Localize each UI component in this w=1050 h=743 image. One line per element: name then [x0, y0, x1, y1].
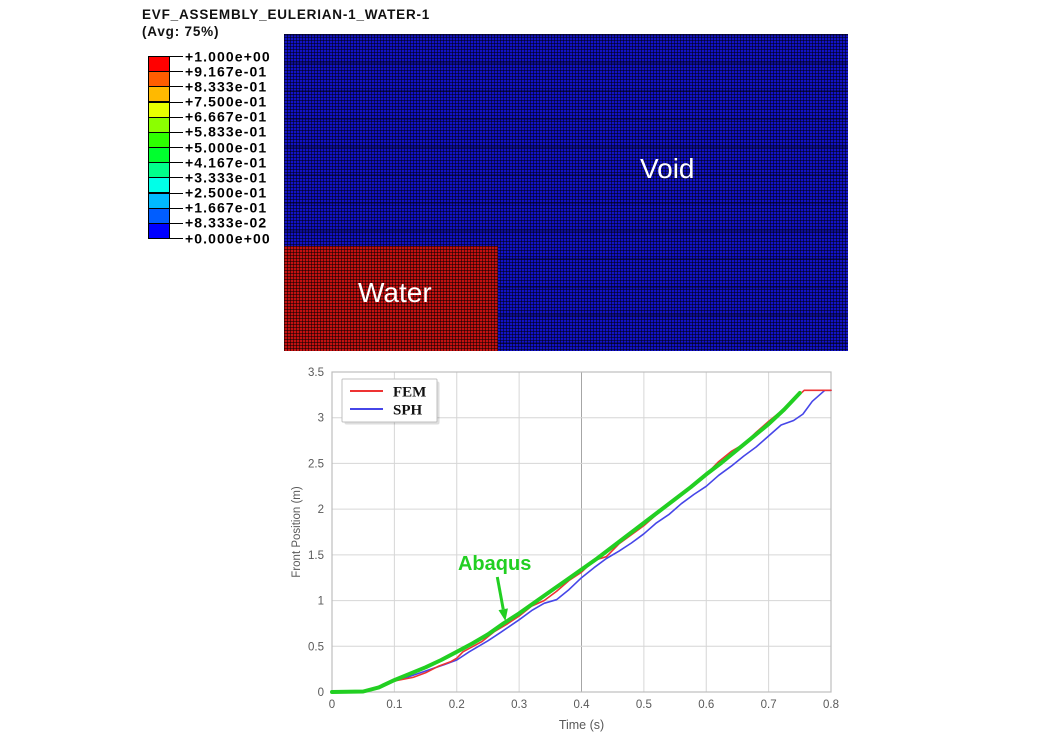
result-averaging-subtitle: (Avg: 75%)	[142, 24, 220, 39]
abaqus-annotation-arrow-shaft	[495, 576, 505, 610]
water-region-label: Water	[358, 277, 432, 308]
colorbar-tick-label: +2.500e-01	[185, 184, 268, 201]
colorbar-band	[148, 162, 170, 179]
abaqus-annotation-arrowhead	[498, 608, 508, 622]
x-tick-label: 0	[329, 699, 335, 711]
x-axis-title: Time (s)	[559, 718, 604, 732]
colorbar-band	[148, 147, 170, 164]
legend-box	[341, 378, 438, 423]
x-tick-label: 0.5	[636, 699, 652, 711]
colorbar-tick-label: +9.167e-01	[185, 63, 268, 80]
y-tick-label: 0	[318, 687, 324, 699]
water-region: Water	[284, 246, 498, 351]
y-tick-label: 1	[318, 596, 324, 608]
colorbar-band	[148, 177, 170, 194]
colorbar-tick	[169, 101, 183, 103]
colorbar-band	[148, 56, 170, 73]
colorbar-tick-label: +8.333e-02	[185, 214, 268, 231]
colorbar-tick-label: +8.333e-01	[185, 78, 268, 95]
colorbar-tick-label: +6.667e-01	[185, 108, 268, 125]
colorbar-tick-label: +4.167e-01	[185, 154, 268, 171]
colorbar-tick	[169, 192, 183, 194]
x-tick-label: 0.6	[698, 699, 714, 711]
colorbar-tick-label: +7.500e-01	[185, 93, 268, 110]
x-tick-label: 0.7	[761, 699, 777, 711]
colorbar-tick-label: +0.000e+00	[185, 230, 271, 246]
y-tick-label: 0.5	[308, 641, 324, 653]
colorbar-band	[148, 86, 170, 103]
legend-label-fem: FEM	[393, 385, 426, 401]
colorbar-tick-label: +1.667e-01	[185, 199, 268, 216]
x-tick-label: 0.3	[511, 699, 527, 711]
colorbar-band	[148, 131, 170, 148]
abaqus-annotation-label: Abaqus	[458, 553, 531, 575]
colorbar-tick-label: +5.000e-01	[185, 139, 268, 155]
y-tick-label: 2.5	[308, 458, 324, 470]
colorbar-tick-label: +1.000e+00	[185, 48, 271, 64]
series-line-abaqus	[330, 391, 802, 694]
colorbar-tick	[169, 56, 183, 57]
x-tick-label: 0.1	[386, 699, 402, 711]
colorbar-tick	[169, 131, 183, 133]
y-tick-label: 3	[318, 413, 324, 425]
colorbar-band	[148, 116, 170, 133]
result-variable-title: EVF_ASSEMBLY_EULERIAN-1_WATER-1	[142, 7, 431, 22]
colorbar-tick	[169, 238, 183, 239]
y-tick-label: 1.5	[308, 550, 324, 562]
colorbar-band	[148, 71, 170, 88]
colorbar-tick	[169, 177, 183, 179]
void-region-label: Void	[640, 153, 695, 184]
colorbar-tick	[169, 162, 183, 164]
comparison-chart: 0 0.1 0.2 0.3 0.4 0.5 0.6 0.7 0.8 0 0.5 1 1.5 2 2.5 3 3.…	[288, 356, 850, 741]
colorbar-tick-label: +5.833e-01	[185, 123, 268, 140]
viewport-title: EVF_ASSEMBLY_EULERIAN-1_WATER-1 (Avg: 75…	[142, 6, 430, 40]
chart-plot-border	[331, 371, 832, 693]
x-tick-label: 0.2	[449, 699, 465, 711]
colorbar-tick	[169, 207, 183, 209]
colorbar-tick	[169, 147, 183, 148]
chart-svg: 0 0.1 0.2 0.3 0.4 0.5 0.6 0.7 0.8 0 0.5 1 1.5 2 2.5 3 3.…	[291, 367, 839, 732]
y-axis-title: Front Position (m)	[291, 486, 303, 578]
colorbar-band	[148, 101, 170, 118]
eulerian-domain: Void Water	[284, 34, 848, 351]
legend-label-sph: SPH	[393, 403, 423, 419]
colorbar-tick-label: +3.333e-01	[185, 169, 268, 186]
colorbar-tick	[169, 222, 183, 224]
x-tick-label: 0.8	[823, 699, 839, 711]
colorbar-band	[148, 192, 170, 209]
colorbar-tick	[169, 86, 183, 88]
colorbar-tick	[169, 116, 183, 118]
x-tick-label: 0.4	[574, 699, 591, 711]
colorbar-band	[148, 207, 170, 224]
colorbar-tick	[169, 71, 183, 73]
y-tick-label: 3.5	[308, 367, 324, 379]
colorbar-band	[148, 222, 170, 239]
y-tick-label: 2	[318, 504, 324, 516]
